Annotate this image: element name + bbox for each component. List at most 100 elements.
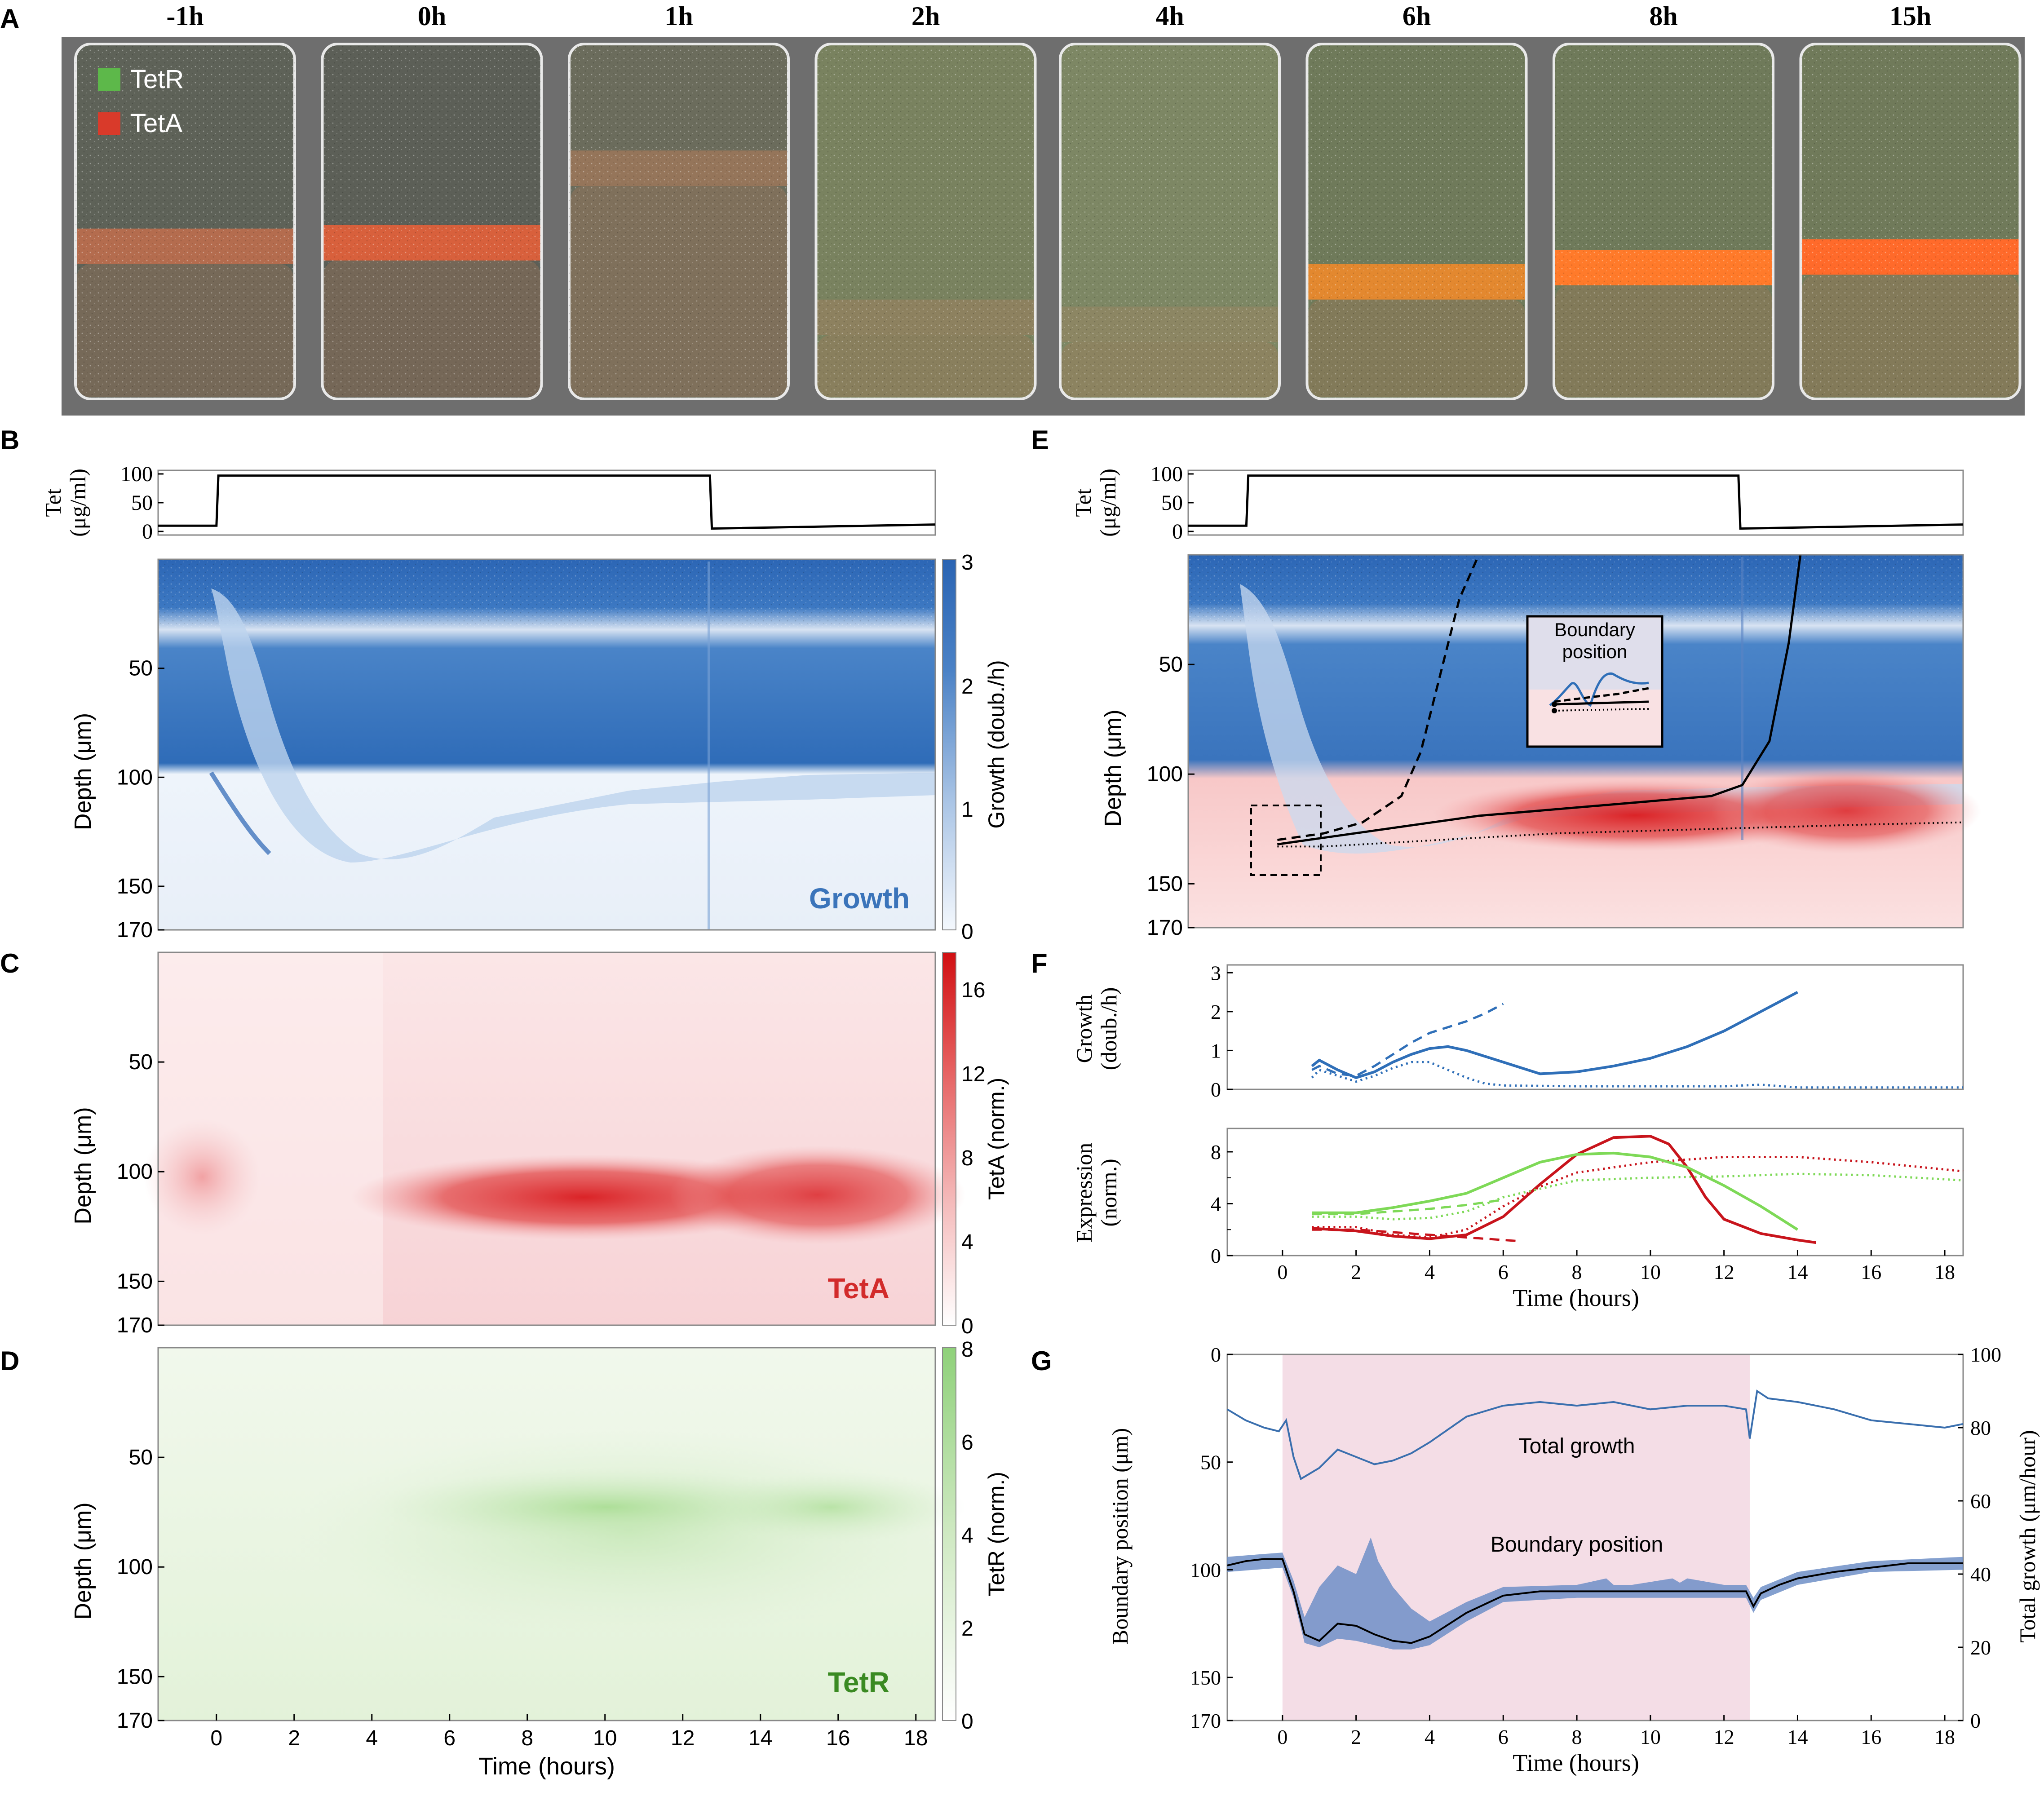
mid-boundary-curve [1277, 554, 1802, 845]
tet-tick-label: 50 [1161, 491, 1183, 515]
legend-swatch-teta [98, 112, 120, 135]
chamber-0: -1h [74, 1, 296, 400]
chamber-6: 8h [1553, 1, 1774, 400]
expression-xtick-label: 4 [1425, 1261, 1435, 1283]
tet-tick-label: 0 [1172, 520, 1183, 544]
inset-start-marker-lower [1552, 708, 1557, 713]
tetr-cbar-tick-3: 6 [961, 1431, 973, 1455]
growth-heatmap: Growth [157, 558, 936, 931]
expression-series-green-dashed [1312, 1199, 1504, 1216]
tetr-heatmap-frame [157, 1347, 936, 1721]
boundary-annotation: Boundary position [1491, 1533, 1663, 1557]
boundary-position-line [1227, 1558, 1963, 1644]
teta-band-late [669, 1146, 966, 1244]
total-growth-line [1226, 1389, 1964, 1481]
expression-xtick-label: 0 [1277, 1261, 1287, 1283]
chamber-texture [1554, 44, 1773, 399]
tetr-cbar-tick-4: 8 [961, 1338, 973, 1362]
inset-label-line-1: Boundary [1554, 619, 1635, 640]
expression-xtick-label: 10 [1640, 1261, 1661, 1283]
depth-tick-label: 170 [117, 1709, 153, 1733]
time-tick-label: 10 [593, 1726, 617, 1750]
g-left-tick-label: 50 [1200, 1451, 1221, 1474]
tet-trace-e: 0 50 100 Tet (μg/ml) [1071, 462, 1964, 544]
expression-xtick-label: 2 [1351, 1261, 1361, 1283]
legend-label-tetr: TetR [130, 65, 184, 94]
growth-ylabel-units: (doub./h) [1096, 987, 1121, 1071]
growth-series-dashed [1311, 1003, 1504, 1077]
growth-cbar-tick-0: 0 [961, 920, 973, 944]
growth-plot-frame [1226, 964, 1964, 1090]
g-left-ylabel: Boundary position (μm) [1107, 1428, 1133, 1645]
g-right-tick-label: 60 [1970, 1490, 1991, 1513]
expression-xtick-label: 16 [1861, 1261, 1881, 1283]
chamber-texture [322, 44, 542, 399]
expression-ylabel: Expression [1071, 1143, 1097, 1243]
expression-ytick-label: 8 [1211, 1141, 1221, 1163]
inset-blue-tint [1529, 618, 1661, 690]
g-xtick-label: 6 [1498, 1725, 1509, 1748]
tetr-colorbar-ramp [942, 1347, 956, 1721]
panel-label-b: B [0, 425, 19, 455]
teta-cbar-tick-3: 12 [961, 1062, 985, 1086]
growth-ytick-label: 0 [1211, 1078, 1221, 1101]
chamber-strip: -1h 0h 1h 2h 4h 6h 8h 15h [74, 1, 2022, 400]
teta-heatmap-frame [157, 951, 936, 1326]
expression-series-green-solid [1312, 1151, 1799, 1231]
inset-dotted-curve [1554, 708, 1649, 712]
panel-a: A -1h 0h 1h 2h 4h 6h 8h 15h TetR TetA [0, 1, 2025, 416]
teta-heatmap: TetA [144, 951, 966, 1326]
tet-line [1188, 474, 1964, 530]
panel-d: D TetR 0 2 4 6 8 TetR (norm.) 5010015017… [0, 1338, 1009, 1780]
g-right-tick-label: 40 [1970, 1563, 1991, 1586]
chamber-time-label: -1h [166, 1, 204, 31]
time-tick-label: 16 [826, 1726, 850, 1750]
time-axis-label: Time (hours) [478, 1753, 615, 1780]
expression-ytick-label: 4 [1211, 1192, 1221, 1215]
g-right-tick-label: 20 [1970, 1636, 1991, 1659]
time-tick-label: 8 [521, 1726, 533, 1750]
legend-swatch-tetr [98, 68, 120, 91]
chamber-7: 15h [1799, 1, 2022, 400]
depth-tick-label: 170 [117, 918, 153, 942]
chamber-texture [1060, 44, 1279, 399]
depth-axis-c: 50 100 150 170 Depth (μm) [70, 1050, 164, 1337]
growth-cbar-tick-2: 2 [961, 675, 973, 699]
panel-label-a: A [0, 4, 19, 34]
overlay-heatmap-frame [1187, 554, 1964, 929]
tet-frame [1187, 469, 1964, 536]
boundary-confidence-band [1227, 1537, 1963, 1650]
growth-colorbar: 0 1 2 3 Growth (doub./h) [942, 551, 1009, 944]
g-xtick-label: 4 [1425, 1725, 1435, 1748]
tet-tick-label: 50 [131, 491, 153, 515]
tetr-cbar-tick-0: 0 [961, 1710, 973, 1734]
g-left-tick-label: 100 [1190, 1558, 1221, 1581]
g-xtick-label: 18 [1934, 1725, 1955, 1748]
chamber-time-label: 15h [1889, 1, 1931, 31]
chamber-texture [1307, 44, 1526, 399]
growth-colorbar-ramp [942, 559, 956, 930]
chamber-4: 4h [1059, 1, 1281, 400]
panel-c: C TetA 0 4 8 12 16 TetA (norm.) 50 100 150… [0, 948, 1009, 1338]
panel-a-legend: TetR TetA [98, 65, 184, 138]
chamber-5: 6h [1305, 1, 1528, 400]
g-right-ylabel: Total growth (μm/hour) [2015, 1430, 2040, 1642]
g-xtick-label: 2 [1351, 1725, 1361, 1748]
growth-colorbar-label: Growth (doub./h) [984, 660, 1009, 828]
tet-tick-label: 100 [120, 462, 153, 486]
depth-tick-label: 150 [117, 1270, 153, 1293]
expression-series-red-solid [1312, 1135, 1816, 1244]
expression-ylabel-units: (norm.) [1096, 1159, 1121, 1226]
expression-series-green-dotted [1312, 1172, 1964, 1221]
depth-tick-label: 50 [129, 1050, 153, 1074]
growth-cbar-tick-1: 1 [961, 798, 973, 822]
time-tick-label: 4 [366, 1726, 378, 1750]
depth-tick-label: 50 [129, 1446, 153, 1469]
tet-ylabel: Tet [40, 488, 66, 517]
legend-label-teta: TetA [130, 109, 182, 138]
tet-tick-label: 100 [1150, 462, 1183, 486]
inset: Boundary position [1526, 615, 1664, 748]
chamber-3: 2h [814, 1, 1037, 400]
